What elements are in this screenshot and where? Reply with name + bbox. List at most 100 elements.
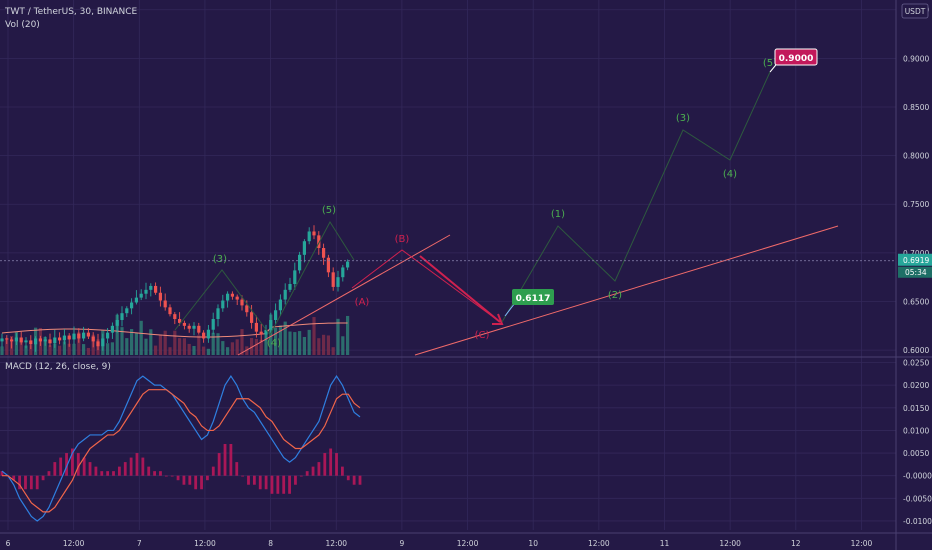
wave-label-projected-2: (2) [608,290,622,301]
candle-body [67,335,71,340]
volume-label: Vol (20) [5,20,40,30]
macd-histogram-bar [29,475,33,490]
macd-histogram-bar [206,475,209,481]
volume-bar [130,329,134,355]
candle-body [134,297,138,303]
candle-body [82,332,86,339]
candle-body [192,325,196,329]
volume-bar [230,342,234,355]
candle-body [298,254,302,271]
wave-label-C: (C) [475,330,490,341]
macd-axis-tick: 0.0050 [903,449,929,458]
current-price-badge-text: 0.6919 [903,256,929,265]
candle-body [250,312,254,323]
wave-label-projected-4: (4) [723,169,737,180]
macd-histogram-bar [258,475,262,490]
macd-histogram-bar [335,453,338,476]
macd-label: MACD (12, 26, close, 9) [5,362,111,372]
countdown-badge-frame [898,266,932,278]
candle-body [264,329,268,335]
corrective-arrow [419,255,501,323]
macd-histogram-bar [305,471,309,476]
volume-bar [72,343,76,355]
macd-histogram-bar [12,475,16,481]
macd-histogram-bar [135,453,139,476]
time-axis-tick: 7 [137,539,142,548]
volume-bar [86,347,90,355]
wave-label-impulse-5: (5) [322,205,336,216]
volume-bar [235,339,239,355]
candle-body [29,340,33,345]
macd-histogram-bar [317,462,321,476]
macd-histogram-bar [288,475,291,494]
candle-body [101,338,105,347]
macd-histogram-bar [299,475,303,477]
volume-bar [254,338,258,355]
macd-histogram-bar [65,453,68,476]
low-price-badge: 0.6117 [504,289,554,317]
candle-body [43,339,47,342]
macd-histogram-bar [112,471,115,476]
volume-bar [278,325,282,355]
volume-bar [106,343,110,355]
candle-body [62,335,66,341]
impulse-wave-line [174,221,355,336]
candle-body [14,337,18,342]
volume-bar [178,338,182,355]
candle-body [206,329,210,339]
candle-body [317,235,321,249]
price-axis-tick: 0.8000 [903,152,929,161]
price-axis-tick: 0.6500 [903,298,929,307]
candle-body [178,319,182,323]
candle-body [110,325,114,333]
volume-bar [77,332,81,355]
macd-axis-tick: 0.0100 [903,426,929,435]
trendline-lower [237,234,451,356]
currency-badge-text: USDT [905,7,926,16]
volume-bar [312,317,316,355]
price-axis-tick: 0.7500 [903,200,929,209]
currency-badge[interactable]: USDT [901,3,929,19]
wave-label-impulse-3: (3) [213,254,227,265]
time-axis-tick: 8 [268,539,273,548]
volume-bar [226,347,230,355]
time-axis-tick: 12:00 [325,539,347,548]
volume-bar [187,343,191,355]
candle-body [48,339,52,344]
volume-bar [317,338,321,355]
wave-label-impulse-4: (4) [267,338,281,349]
volume-bar [173,330,177,355]
macd-histogram-bar [358,475,362,485]
corrective-arrowhead [492,313,504,325]
time-axis-tick: 12:00 [719,539,741,548]
wave-label-B: (B) [395,234,410,245]
macd-histogram-bar [47,471,51,476]
volume-bar [211,332,215,355]
macd-axis-tick: -0.0000 [903,472,932,481]
candle-body [154,285,158,293]
volume-bar [163,330,167,355]
candle-body [211,319,215,330]
time-axis-tick: 12:00 [457,539,479,548]
target-badge-text: 0.9000 [779,54,814,64]
candle-body [259,331,263,335]
candle-body [53,337,57,344]
volume-bar [115,314,119,355]
candle-body [182,322,186,326]
candle-body [130,302,134,309]
volume-bar [274,327,278,355]
candle-body [5,338,9,340]
macd-histogram-bar [59,457,63,476]
wave-label-projected-5: (5) [763,58,777,69]
time-axis-tick: 9 [400,539,405,548]
target-price-badge: 0.9000 [769,48,818,73]
candle-body [322,248,326,258]
volume-bar [245,346,249,355]
candle-body [24,340,28,343]
time-axis-tick: 12:00 [63,539,85,548]
volume-bar [197,335,201,355]
candle-body [115,319,119,326]
volume-bar [110,342,114,355]
volume-bar [29,345,33,355]
candle-body [19,337,23,343]
